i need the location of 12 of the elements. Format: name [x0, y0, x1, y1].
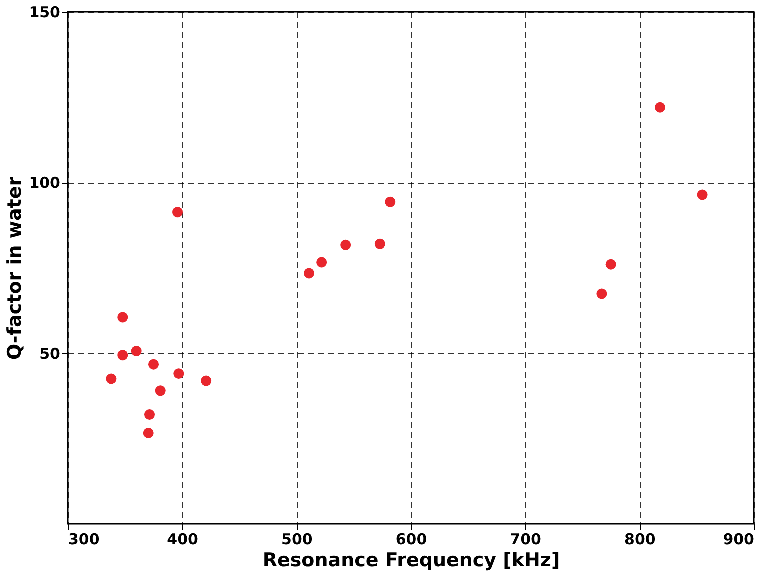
y-tick-label: 150: [29, 4, 60, 22]
y-axis-title: Q-factor in water: [4, 176, 26, 360]
x-tick-label: 500: [282, 530, 313, 548]
x-tick-label: 600: [396, 530, 428, 548]
x-tick-label: 300: [68, 530, 100, 548]
y-tick-label: 50: [40, 344, 60, 363]
x-axis-title: Resonance Frequency [kHz]: [262, 550, 560, 572]
x-tick-label: 900: [723, 530, 754, 548]
x-tick-label: 700: [510, 530, 542, 548]
y-tick-label: 100: [29, 174, 60, 192]
x-tick-label: 400: [167, 530, 198, 548]
x-tick-label: 800: [624, 530, 656, 548]
